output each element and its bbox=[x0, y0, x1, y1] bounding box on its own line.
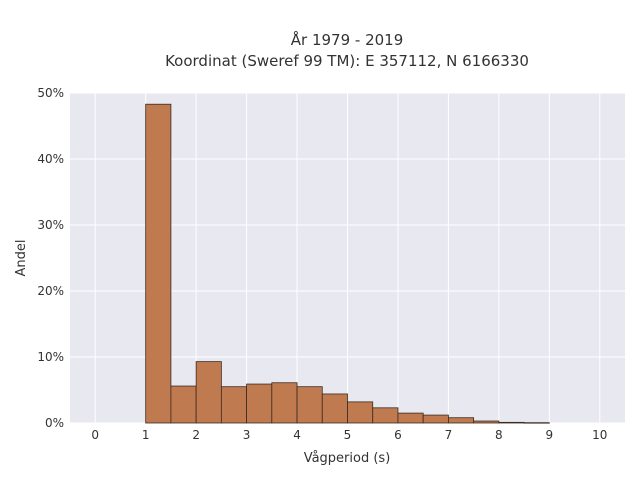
x-tick-label: 10 bbox=[592, 428, 607, 442]
x-tick-label: 0 bbox=[91, 428, 99, 442]
x-tick-label: 2 bbox=[192, 428, 200, 442]
histogram-bar bbox=[372, 407, 399, 424]
y-tick-label: 0% bbox=[45, 416, 64, 430]
histogram-bar bbox=[271, 382, 298, 424]
x-tick-label: 8 bbox=[495, 428, 503, 442]
histogram-bar bbox=[347, 401, 374, 424]
x-tick-label: 4 bbox=[293, 428, 301, 442]
x-tick-label: 6 bbox=[394, 428, 402, 442]
x-tick-label: 3 bbox=[243, 428, 251, 442]
chart-subtitle: Koordinat (Sweref 99 TM): E 357112, N 61… bbox=[165, 52, 529, 70]
x-tick-label: 1 bbox=[142, 428, 150, 442]
bars bbox=[145, 103, 550, 424]
y-axis-title: Andel bbox=[14, 240, 29, 277]
x-axis-title: Vågperiod (s) bbox=[304, 451, 391, 466]
y-tick-label: 50% bbox=[37, 86, 64, 100]
histogram-bar bbox=[422, 414, 449, 424]
histogram-bar bbox=[523, 422, 550, 424]
y-tick-label: 10% bbox=[37, 350, 64, 364]
x-axis-ticks: 0 1 2 3 4 5 6 7 8 9 10 bbox=[91, 428, 607, 442]
histogram-bar bbox=[145, 103, 172, 424]
histogram-bar bbox=[220, 386, 247, 424]
histogram-bar bbox=[170, 385, 197, 424]
histogram-bar bbox=[195, 361, 222, 424]
histogram-bar bbox=[498, 421, 525, 424]
y-tick-label: 40% bbox=[37, 152, 64, 166]
chart-title: År 1979 - 2019 bbox=[291, 30, 404, 49]
y-tick-label: 30% bbox=[37, 218, 64, 232]
histogram-bar bbox=[473, 420, 500, 424]
x-tick-label: 7 bbox=[445, 428, 453, 442]
histogram-bar bbox=[448, 417, 475, 424]
histogram-bar bbox=[397, 412, 424, 424]
histogram-bar bbox=[296, 386, 323, 424]
y-axis-ticks: 0% 10% 20% 30% 40% 50% bbox=[37, 86, 64, 430]
histogram-bar bbox=[321, 393, 348, 424]
x-tick-label: 9 bbox=[545, 428, 553, 442]
x-tick-label: 5 bbox=[344, 428, 352, 442]
y-tick-label: 20% bbox=[37, 284, 64, 298]
histogram-bar bbox=[246, 383, 273, 424]
